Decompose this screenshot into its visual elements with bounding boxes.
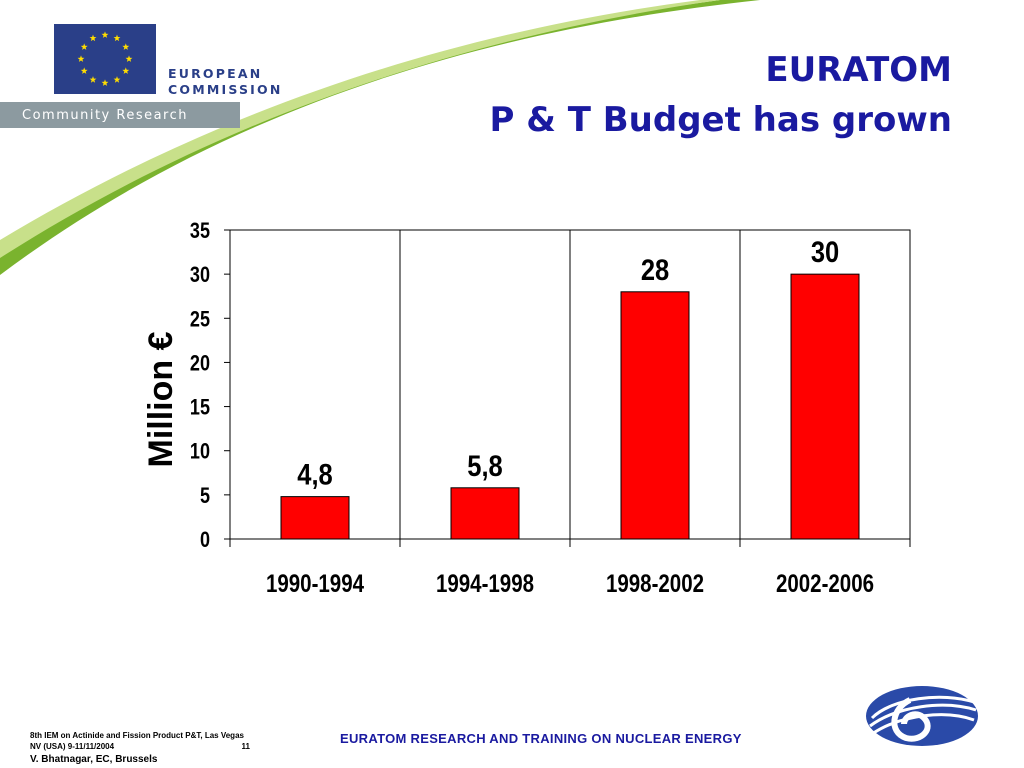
eu-star-icon: [101, 31, 109, 38]
bar: [620, 291, 690, 540]
slide-title: EURATOM: [765, 50, 952, 90]
category-label: 1994-1998: [436, 569, 534, 597]
y-tick-label: 15: [190, 396, 210, 420]
y-tick-label: 10: [190, 440, 210, 464]
footer-conference-line2: NV (USA) 9-11/11/2004: [30, 742, 115, 751]
footer-author: V. Bhatnagar, EC, Brussels: [30, 754, 158, 765]
eu-star-icon: [122, 43, 130, 50]
y-axis-label: Million €: [142, 331, 180, 467]
org-name-line2: COMMISSION: [168, 82, 283, 97]
y-tick-label: 25: [190, 308, 210, 332]
category-label: 1990-1994: [266, 569, 364, 597]
fp6-logo: [866, 686, 978, 746]
page-number: 11: [241, 742, 250, 751]
footer-conference: 8th IEM on Actinide and Fission Product …: [30, 730, 250, 766]
y-tick-label: 20: [190, 352, 210, 376]
data-label: 28: [641, 253, 669, 286]
y-tick-label: 30: [190, 264, 210, 288]
bar: [280, 496, 350, 540]
footer-conference-line1: 8th IEM on Actinide and Fission Product …: [30, 731, 244, 740]
eu-star-icon: [101, 79, 109, 86]
budget-bar-chart: 0 5 10 15 20 25 30 35 Million € 4,8 1990-1994 5,8 19…: [142, 219, 911, 597]
eu-star-icon: [89, 34, 97, 42]
eu-star-icon: [80, 43, 88, 50]
eu-star-icon: [122, 67, 130, 74]
eu-star-icon: [113, 76, 121, 83]
data-label: 4,8: [297, 458, 332, 491]
data-label: 30: [811, 235, 839, 268]
y-tick-label: 35: [190, 219, 210, 243]
org-name-line1: EUROPEAN: [168, 66, 263, 81]
bar: [450, 487, 520, 540]
y-tick-label: 5: [200, 484, 210, 508]
ec-logo: [0, 24, 240, 128]
category-label: 2002-2006: [776, 569, 874, 597]
bar: [790, 273, 860, 540]
eu-star-icon: [113, 34, 121, 42]
eu-star-icon: [80, 67, 88, 74]
slide-subtitle: P & T Budget has grown: [489, 100, 952, 140]
community-research-bar: [0, 102, 240, 128]
footer-program: EURATOM RESEARCH AND TRAINING ON NUCLEAR…: [340, 731, 742, 746]
data-label: 5,8: [467, 449, 502, 482]
eu-star-icon: [77, 55, 85, 62]
eu-stars: [77, 31, 133, 86]
eu-star-icon: [89, 76, 97, 83]
eu-star-icon: [125, 55, 133, 62]
y-tick-label: 0: [200, 528, 210, 552]
community-research-label: Community Research: [22, 108, 189, 123]
category-label: 1998-2002: [606, 569, 704, 597]
